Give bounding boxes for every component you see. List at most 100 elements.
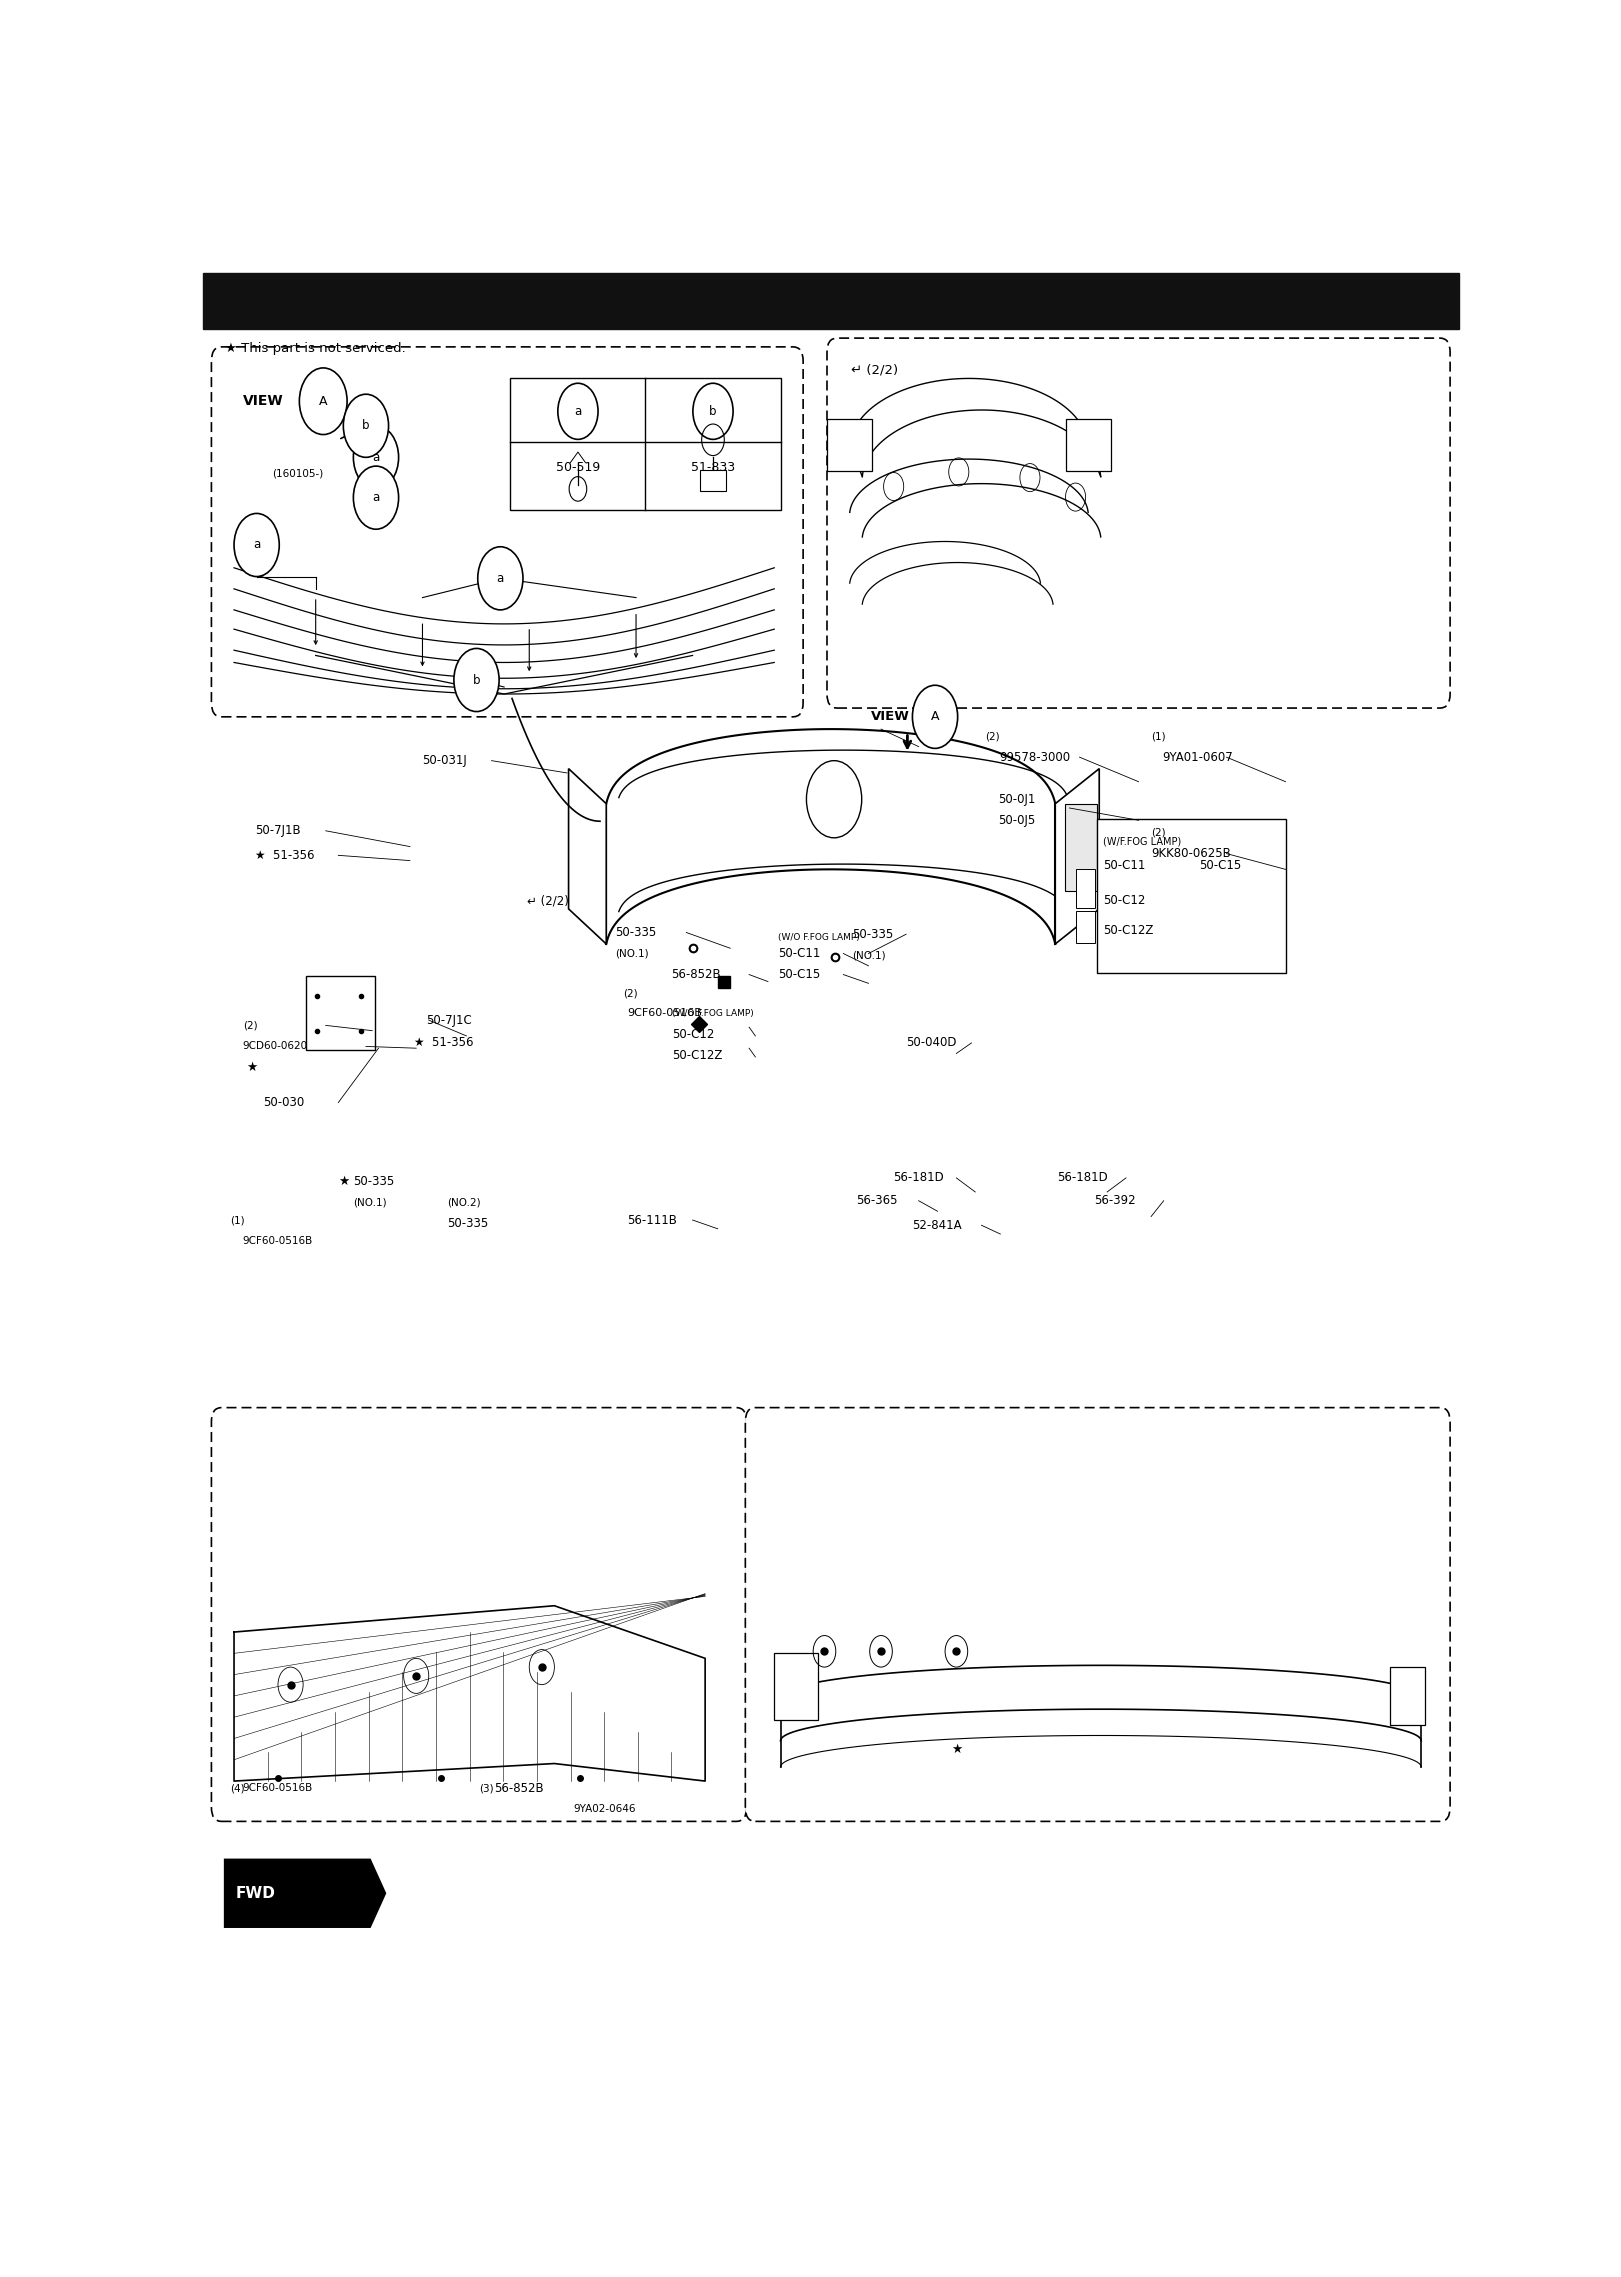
Text: 9CF60-0516B: 9CF60-0516B <box>243 1783 313 1792</box>
Text: 50-C15: 50-C15 <box>778 968 820 981</box>
Text: 56-852B: 56-852B <box>494 1781 543 1794</box>
Circle shape <box>233 512 279 576</box>
Bar <box>1065 419 1110 471</box>
Text: ↵ (2/2): ↵ (2/2) <box>851 362 898 376</box>
Text: 50-C12: 50-C12 <box>1104 895 1146 909</box>
Text: 56-111B: 56-111B <box>627 1214 678 1227</box>
Bar <box>306 977 374 1050</box>
Text: 50-0J5: 50-0J5 <box>999 813 1036 827</box>
Text: 50-C15: 50-C15 <box>1200 858 1242 872</box>
Text: 50-7J1B: 50-7J1B <box>256 824 302 838</box>
Text: 9CF60-0516B: 9CF60-0516B <box>627 1009 702 1018</box>
Text: A: A <box>319 394 327 408</box>
Text: 50-335: 50-335 <box>614 927 657 938</box>
Text: ★: ★ <box>339 1175 350 1189</box>
Circle shape <box>913 685 958 749</box>
Polygon shape <box>569 770 606 945</box>
Text: (NO.1): (NO.1) <box>353 1198 387 1207</box>
Text: (NO.1): (NO.1) <box>853 950 885 961</box>
Text: 50-335: 50-335 <box>353 1175 394 1189</box>
Text: (4): (4) <box>230 1783 245 1792</box>
Text: a: a <box>496 572 504 585</box>
Text: 9CD60-0620: 9CD60-0620 <box>243 1041 308 1052</box>
Circle shape <box>558 383 598 439</box>
Text: 50-C12Z: 50-C12Z <box>673 1050 723 1061</box>
Text: ★  51-356: ★ 51-356 <box>413 1036 473 1050</box>
Text: (W/O F.FOG LAMP): (W/O F.FOG LAMP) <box>673 1009 754 1018</box>
Text: (W/O F.FOG LAMP): (W/O F.FOG LAMP) <box>778 934 859 943</box>
Text: VIEW: VIEW <box>243 394 284 408</box>
Text: ↵ (2/2): ↵ (2/2) <box>527 895 569 909</box>
Circle shape <box>454 649 499 710</box>
Text: (3): (3) <box>480 1783 494 1792</box>
Text: a: a <box>574 405 582 417</box>
Bar <box>1065 804 1097 890</box>
Text: 56-181D: 56-181D <box>1057 1170 1107 1184</box>
Bar <box>1097 817 1285 972</box>
Bar <box>775 1653 819 1719</box>
Text: ★: ★ <box>952 1742 963 1756</box>
Text: 9KK80-0625B: 9KK80-0625B <box>1151 847 1230 861</box>
Text: 56-365: 56-365 <box>856 1193 898 1207</box>
Circle shape <box>344 394 389 458</box>
Text: 51-833: 51-833 <box>691 462 734 474</box>
Polygon shape <box>1055 770 1099 945</box>
Text: (2): (2) <box>243 1020 258 1031</box>
Text: 56-392: 56-392 <box>1094 1193 1136 1207</box>
Text: 50-0J1: 50-0J1 <box>999 792 1036 806</box>
Text: a: a <box>373 492 379 503</box>
Text: 9CF60-0516B: 9CF60-0516B <box>243 1236 313 1246</box>
Text: ★: ★ <box>246 1061 258 1075</box>
Text: (NO.1): (NO.1) <box>614 950 648 959</box>
Text: (2): (2) <box>986 731 1000 740</box>
Text: 50-7J1C: 50-7J1C <box>426 1013 472 1027</box>
Text: b: b <box>361 419 370 433</box>
Text: a: a <box>253 537 261 551</box>
Text: 56-852B: 56-852B <box>671 968 721 981</box>
Circle shape <box>806 761 862 838</box>
Text: (1): (1) <box>1151 731 1165 740</box>
Text: 50-030: 50-030 <box>263 1095 305 1109</box>
Text: (160105-): (160105-) <box>272 469 323 478</box>
Polygon shape <box>225 1860 384 1926</box>
Bar <box>1389 1667 1425 1726</box>
Text: b: b <box>710 405 716 417</box>
Text: (1): (1) <box>230 1216 245 1225</box>
Text: (NO.2): (NO.2) <box>447 1198 481 1207</box>
Bar <box>203 273 1459 330</box>
Text: 50-335: 50-335 <box>447 1216 490 1230</box>
Text: (W/F.FOG LAMP): (W/F.FOG LAMP) <box>1104 836 1182 847</box>
Text: VIEW: VIEW <box>870 710 909 724</box>
Text: 9YA01-0607: 9YA01-0607 <box>1162 751 1234 763</box>
Text: b: b <box>473 674 480 685</box>
Circle shape <box>478 546 524 610</box>
Circle shape <box>353 467 399 528</box>
Text: 50-040D: 50-040D <box>906 1036 956 1050</box>
FancyBboxPatch shape <box>211 346 802 717</box>
Text: a: a <box>373 451 379 465</box>
Text: (2): (2) <box>624 988 639 1000</box>
Circle shape <box>692 383 733 439</box>
Text: 50-031J: 50-031J <box>423 754 467 767</box>
Text: 50-C11: 50-C11 <box>1104 858 1146 872</box>
Text: 9YA02-0646: 9YA02-0646 <box>574 1803 635 1815</box>
Text: 50-335: 50-335 <box>853 927 893 940</box>
Text: 50-C12Z: 50-C12Z <box>1104 924 1154 938</box>
Text: 50-519: 50-519 <box>556 462 600 474</box>
FancyBboxPatch shape <box>746 1407 1451 1822</box>
Circle shape <box>300 369 347 435</box>
Bar <box>1076 870 1094 909</box>
Text: ★  51-356: ★ 51-356 <box>256 849 314 861</box>
Text: A: A <box>930 710 939 724</box>
Circle shape <box>353 426 399 490</box>
Bar <box>511 378 781 510</box>
Text: 99578-3000: 99578-3000 <box>999 751 1070 763</box>
Bar <box>700 469 726 490</box>
Text: FWD: FWD <box>235 1885 276 1901</box>
Bar <box>1076 911 1094 943</box>
Text: (2): (2) <box>1151 827 1165 838</box>
Text: 56-181D: 56-181D <box>893 1170 945 1184</box>
Text: 50-C11: 50-C11 <box>778 947 820 961</box>
Text: 52-841A: 52-841A <box>913 1218 961 1232</box>
Text: 50-C12: 50-C12 <box>673 1027 715 1041</box>
